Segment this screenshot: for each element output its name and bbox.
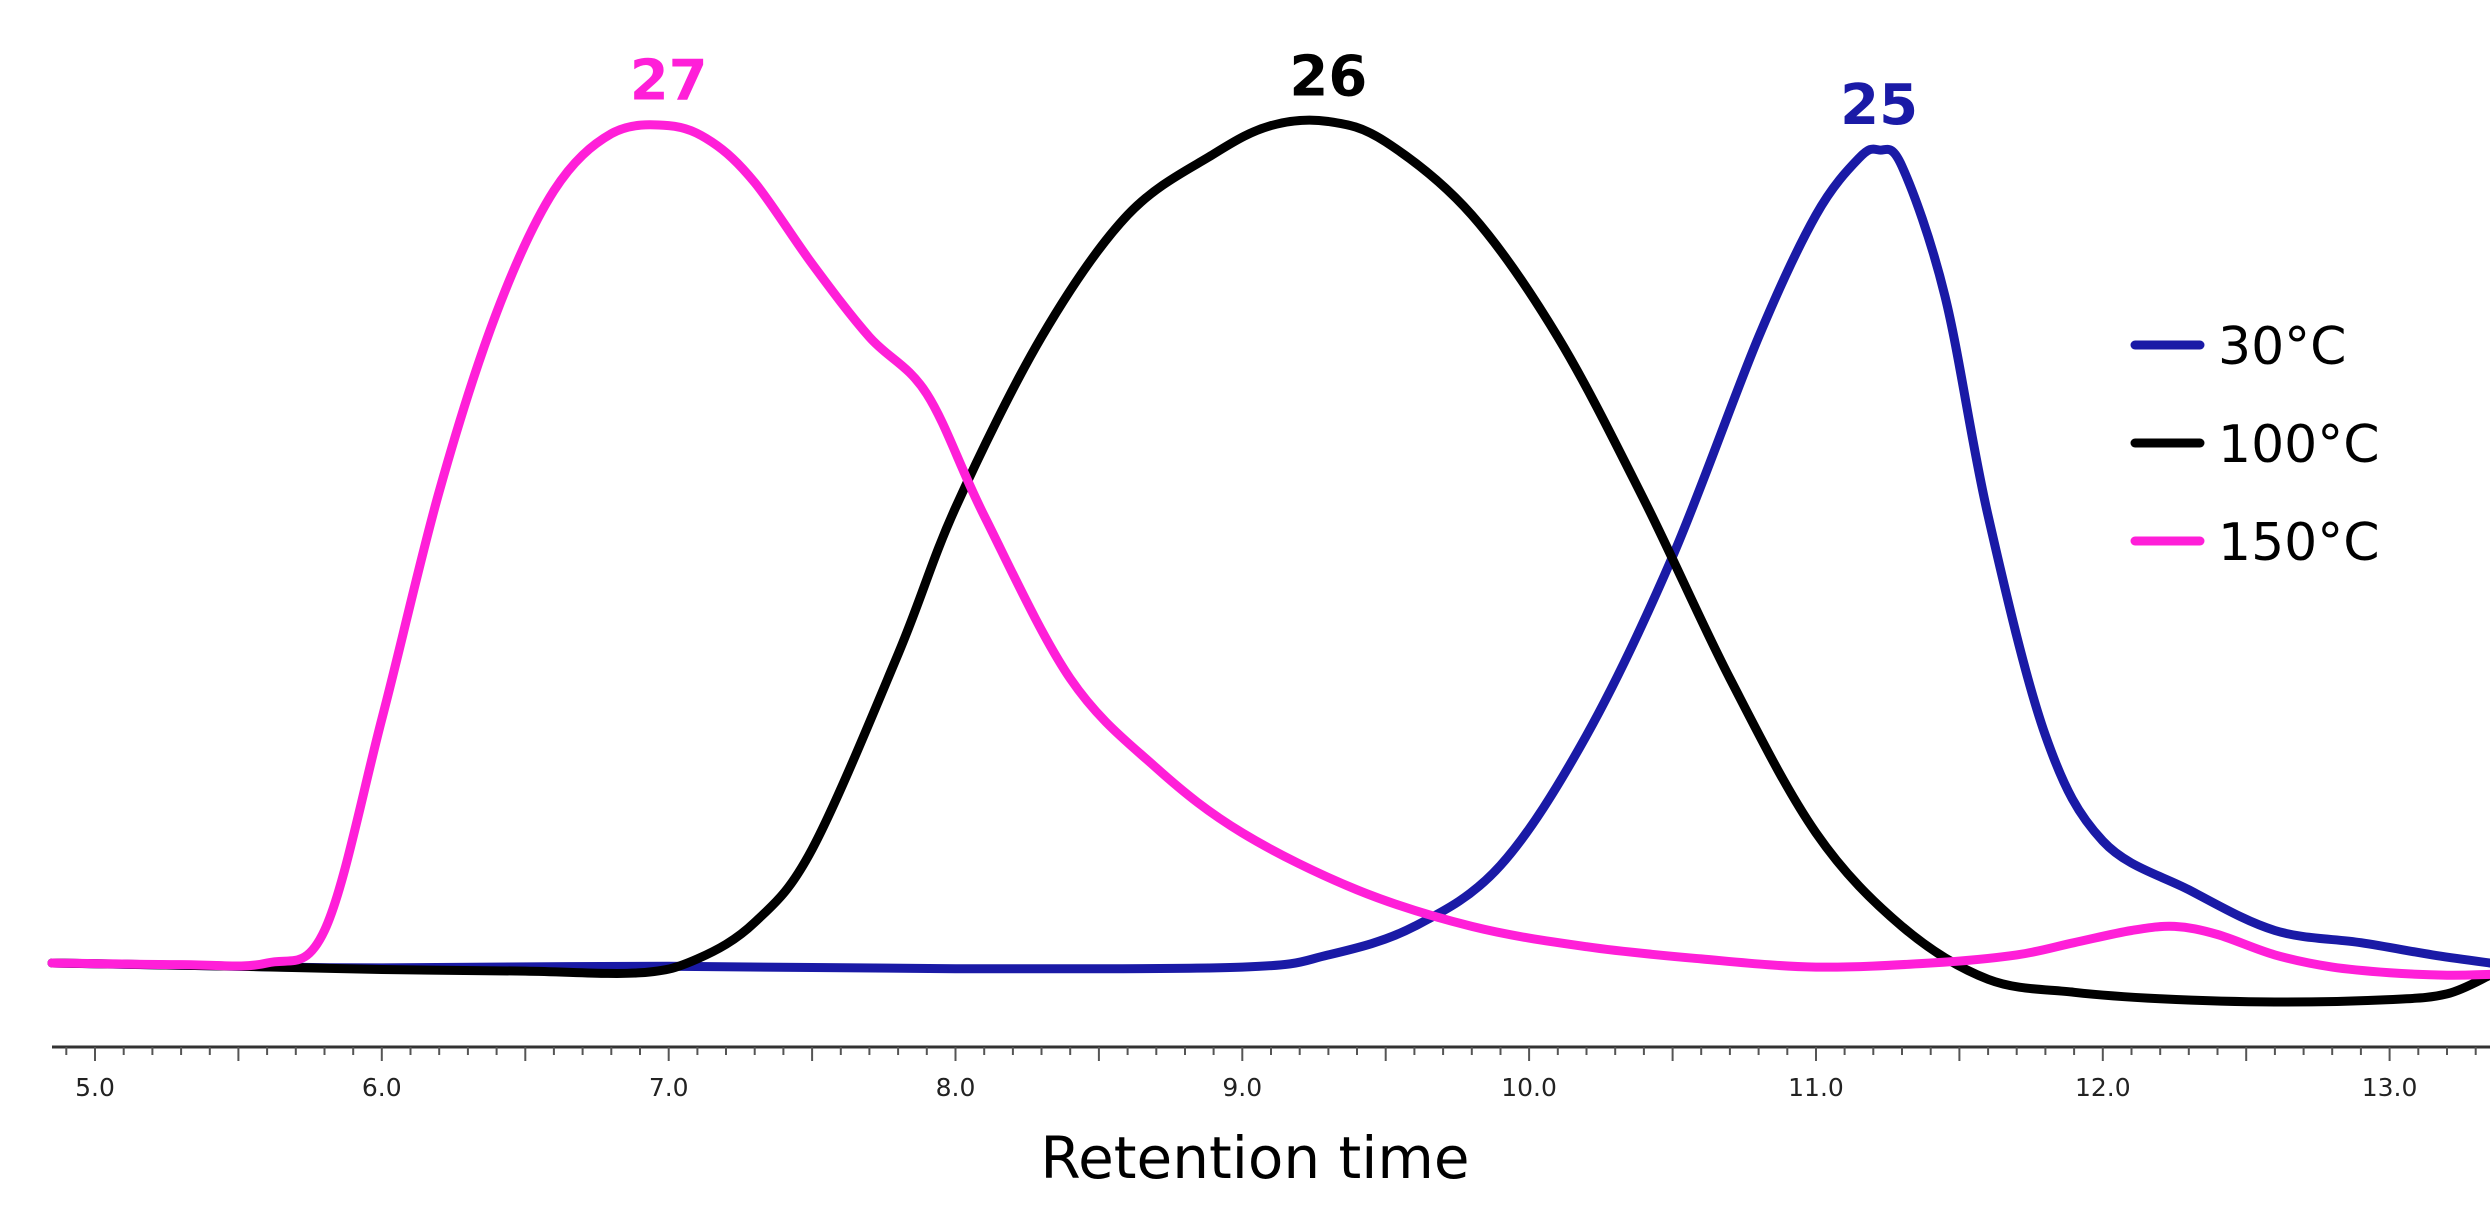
peak-label-layer: 25 26 27 [630,45,1918,139]
x-tick-label: 12.0 [2075,1073,2131,1102]
x-axis-title: Retention time [1040,1124,1469,1192]
series-line-2 [47,120,2490,980]
legend: 30°C 100°C 150°C [2130,317,2380,573]
series-line-1 [47,115,2490,1007]
x-tick-label: 10.0 [1501,1073,1557,1102]
x-tick-label: 8.0 [936,1073,976,1102]
legend-label-1: 100°C [2218,415,2380,475]
series-layer [47,115,2490,1007]
x-tick-label: 6.0 [362,1073,402,1102]
x-tick-label: 11.0 [1788,1073,1844,1102]
x-tick-layer: 5.0 6.0 7.0 8.0 9.0 10.0 11.0 12.0 13.0 [65,1047,2477,1102]
x-tick-label: 13.0 [2362,1073,2418,1102]
peak-label-25: 25 [1840,73,1918,138]
x-tick-label: 9.0 [1222,1073,1262,1102]
legend-label-0: 30°C [2218,317,2346,377]
series-line-0 [47,144,2490,974]
legend-label-2: 150°C [2218,513,2380,573]
peak-label-27: 27 [630,49,708,114]
peak-label-26: 26 [1289,45,1367,110]
x-tick-label: 5.0 [75,1073,115,1102]
x-tick-label: 7.0 [649,1073,689,1102]
